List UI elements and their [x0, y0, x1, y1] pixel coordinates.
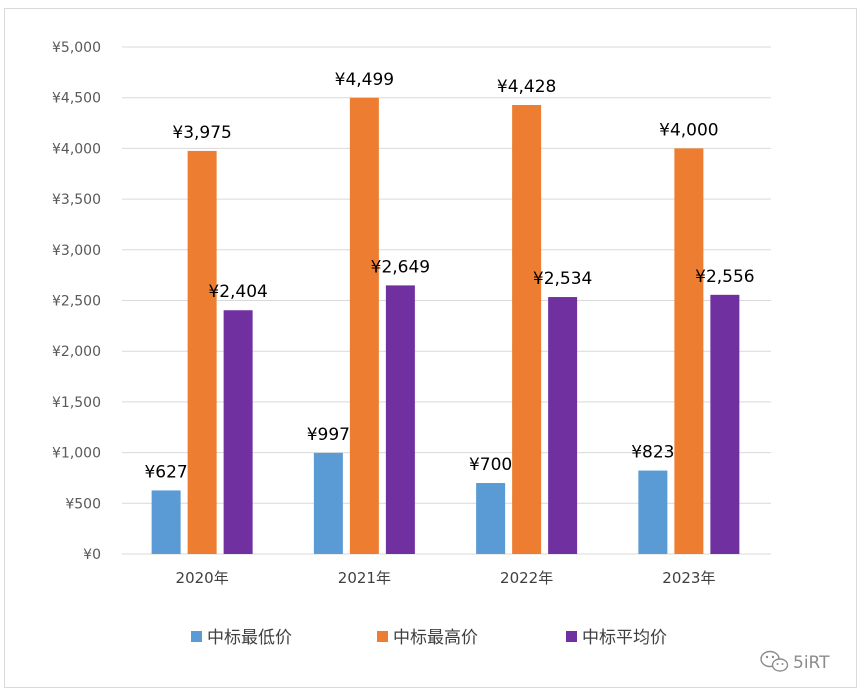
- bar: [187, 150, 217, 554]
- x-category-label: 2021年: [338, 569, 391, 587]
- data-label: ¥4,499: [335, 70, 394, 90]
- x-category-label: 2022年: [500, 569, 553, 587]
- bar: [548, 297, 578, 554]
- bar: [710, 294, 740, 554]
- legend-swatch: [191, 631, 202, 642]
- legend-item: 中标平均价: [566, 628, 667, 648]
- legend-swatch: [377, 631, 388, 642]
- bar: [674, 148, 704, 554]
- data-label: ¥2,649: [371, 257, 430, 277]
- watermark: 5iRT: [760, 650, 830, 673]
- bar: [223, 310, 253, 554]
- data-label: ¥997: [307, 425, 350, 445]
- legend-item: 中标最高价: [377, 628, 478, 648]
- y-tick-label: ¥3,000: [52, 243, 101, 259]
- bar: [313, 452, 343, 554]
- y-axis-ticks: ¥0 ¥500 ¥1,000 ¥1,500 ¥2,000 ¥2,500 ¥3,000 ¥3,5…: [52, 40, 101, 563]
- data-label: ¥2,404: [208, 282, 267, 302]
- wechat-icon: [760, 650, 789, 672]
- data-label: ¥627: [144, 462, 187, 482]
- y-tick-label: ¥500: [65, 496, 101, 512]
- data-label: ¥4,428: [497, 77, 556, 97]
- data-label: ¥2,556: [695, 267, 754, 287]
- bar: [512, 105, 542, 555]
- bars: [151, 97, 740, 555]
- bar: [385, 285, 415, 554]
- data-labels: ¥627 ¥3,975 ¥2,404 ¥997 ¥4,499 ¥2,649 ¥700 ¥4,4…: [144, 70, 754, 483]
- legend-swatch: [566, 631, 577, 642]
- legend-label: 中标平均价: [582, 628, 667, 648]
- legend-item: 中标最低价: [191, 628, 292, 648]
- bar: [476, 483, 506, 554]
- legend: 中标最低价 中标最高价 中标平均价: [191, 628, 667, 648]
- legend-label: 中标最低价: [207, 628, 292, 648]
- data-label: ¥700: [469, 455, 512, 475]
- y-tick-label: ¥1,500: [52, 395, 101, 411]
- x-category-label: 2023年: [662, 569, 715, 587]
- y-tick-label: ¥1,000: [52, 446, 101, 462]
- x-category-label: 2020年: [176, 569, 229, 587]
- bar: [349, 97, 379, 555]
- data-label: ¥823: [631, 443, 674, 463]
- y-tick-label: ¥3,500: [52, 192, 101, 208]
- y-tick-label: ¥4,500: [52, 91, 101, 107]
- y-tick-label: ¥2,000: [52, 344, 101, 360]
- bar: [151, 490, 181, 554]
- y-tick-label: ¥2,500: [52, 294, 101, 310]
- y-tick-label: ¥4,000: [52, 141, 101, 157]
- watermark-text: 5iRT: [793, 653, 830, 673]
- y-tick-label: ¥5,000: [52, 40, 101, 56]
- y-tick-label: ¥0: [83, 547, 101, 563]
- data-label: ¥2,534: [533, 269, 592, 289]
- bar: [638, 470, 668, 554]
- data-label: ¥4,000: [659, 120, 718, 140]
- legend-label: 中标最高价: [393, 628, 478, 648]
- x-axis-categories: 2020年 2021年 2022年 2023年: [176, 569, 716, 587]
- data-label: ¥3,975: [172, 123, 231, 143]
